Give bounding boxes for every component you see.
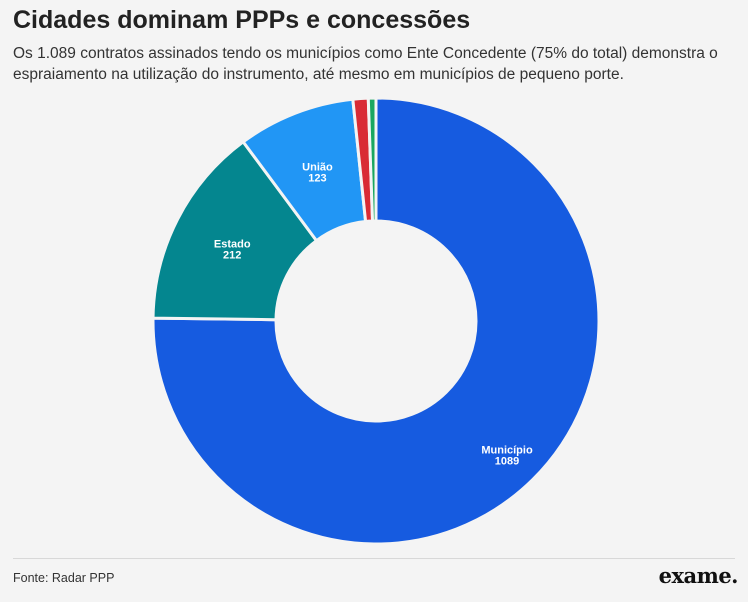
slice-label: Município [481, 445, 533, 457]
donut-slice-4 [366, 96, 378, 223]
slice-label: União [302, 161, 333, 173]
source-note: Fonte: Radar PPP [13, 571, 115, 585]
chart-subtitle: Os 1.089 contratos assinados tendo os mu… [13, 45, 718, 83]
slice-value: 212 [223, 249, 241, 261]
slice-label: Estado [214, 238, 251, 250]
exame-logo: exame. [658, 563, 739, 588]
chart-title: Cidades dominam PPPs e concessões [13, 6, 471, 34]
donut-slice-município [151, 96, 601, 546]
slice-value: 123 [308, 172, 326, 184]
footer-divider [13, 558, 735, 559]
slice-value: 1089 [495, 456, 519, 468]
